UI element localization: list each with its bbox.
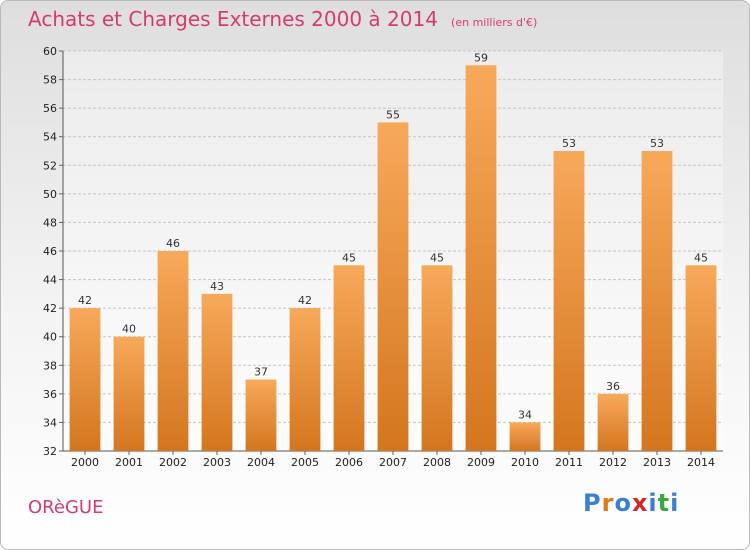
x-tick-label: 2005 — [291, 456, 319, 469]
x-tick-label: 2001 — [115, 456, 143, 469]
bar-value-label: 36 — [606, 380, 620, 393]
logo-letter: i — [670, 489, 680, 517]
x-tick-label: 2012 — [599, 456, 627, 469]
x-tick-label: 2004 — [247, 456, 275, 469]
y-tick-label: 50 — [43, 188, 57, 201]
y-tick-label: 58 — [43, 74, 57, 87]
x-tick-label: 2014 — [687, 456, 715, 469]
y-tick-label: 60 — [43, 45, 57, 58]
logo-letter: r — [601, 489, 615, 517]
bar — [201, 293, 233, 451]
bar — [113, 336, 145, 451]
chart-title: Achats et Charges Externes 2000 à 2014 — [28, 7, 438, 31]
y-tick-label: 32 — [43, 445, 57, 458]
x-tick-label: 2000 — [71, 456, 99, 469]
x-tick-label: 2008 — [423, 456, 451, 469]
y-tick-label: 44 — [43, 274, 57, 287]
bar — [685, 265, 717, 451]
y-tick-label: 42 — [43, 302, 57, 315]
x-tick-label: 2011 — [555, 456, 583, 469]
y-tick-label: 46 — [43, 245, 57, 258]
bar-value-label: 37 — [254, 366, 268, 379]
x-tick-label: 2013 — [643, 456, 671, 469]
commune-name: ORèGUE — [28, 497, 104, 518]
y-tick-label: 40 — [43, 331, 57, 344]
bar-value-label: 53 — [650, 137, 664, 150]
bar-value-label: 45 — [694, 251, 708, 264]
logo-letter: x — [631, 489, 649, 517]
bar-value-label: 43 — [210, 280, 224, 293]
bar-value-label: 55 — [386, 108, 400, 121]
x-tick-label: 2006 — [335, 456, 363, 469]
y-tick-label: 48 — [43, 216, 57, 229]
unit-note: (en milliers d'€) — [451, 16, 538, 29]
y-tick-label: 36 — [43, 388, 57, 401]
bar — [245, 379, 277, 451]
bar-value-label: 45 — [430, 251, 444, 264]
bar-value-label: 53 — [562, 137, 576, 150]
y-tick-label: 34 — [43, 416, 57, 429]
logo-letter: P — [583, 489, 602, 517]
proxiti-logo: Proxiti — [583, 489, 679, 517]
bar-value-label: 40 — [122, 323, 136, 336]
bar — [465, 65, 497, 452]
x-tick-label: 2007 — [379, 456, 407, 469]
x-tick-label: 2003 — [203, 456, 231, 469]
bar — [289, 308, 321, 451]
bar-value-label: 42 — [298, 294, 312, 307]
bar — [333, 265, 365, 451]
y-tick-label: 54 — [43, 131, 57, 144]
y-tick-label: 52 — [43, 159, 57, 172]
logo-letter: i — [648, 489, 658, 517]
logo-letter: o — [614, 489, 632, 517]
bar — [641, 151, 673, 451]
chart-title-block: Achats et Charges Externes 2000 à 2014 (… — [28, 7, 537, 31]
bar — [421, 265, 453, 451]
x-tick-label: 2010 — [511, 456, 539, 469]
y-tick-label: 56 — [43, 102, 57, 115]
bar — [509, 422, 541, 451]
bar-value-label: 59 — [474, 51, 488, 64]
bar — [597, 393, 629, 451]
bar — [377, 122, 409, 451]
bar-value-label: 46 — [166, 237, 180, 250]
logo-letter: t — [657, 489, 671, 517]
bar-value-label: 34 — [518, 408, 532, 421]
bar — [69, 308, 101, 451]
x-tick-label: 2002 — [159, 456, 187, 469]
bar-value-label: 42 — [78, 294, 92, 307]
bar — [553, 151, 585, 451]
bar-value-label: 45 — [342, 251, 356, 264]
y-tick-label: 38 — [43, 359, 57, 372]
bar — [157, 251, 189, 451]
x-tick-label: 2009 — [467, 456, 495, 469]
